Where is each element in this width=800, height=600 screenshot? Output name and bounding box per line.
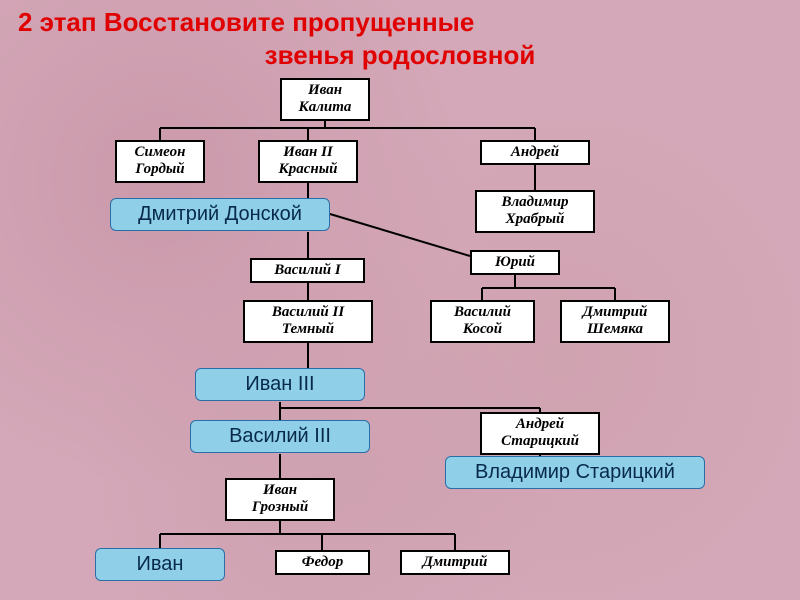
tree-node-ivan2: Иван IIКрасный xyxy=(258,140,358,183)
tree-node-vasily1: Василий I xyxy=(250,258,365,283)
tree-node-kalita: ИванКалита xyxy=(280,78,370,121)
tree-node-ivan3: Иван III xyxy=(195,368,365,401)
tree-node-ivan: Иван xyxy=(95,548,225,581)
tree-node-vladimirh: ВладимирХрабрый xyxy=(475,190,595,233)
tree-node-shemyaka: ДмитрийШемяка xyxy=(560,300,670,343)
tree-node-vasily3: Василий III xyxy=(190,420,370,453)
title-line-2: звенья родословной xyxy=(14,39,786,72)
page-title: 2 этап Восстановите пропущенные звенья р… xyxy=(0,0,800,71)
tree-node-dmitry: Дмитрий Донской xyxy=(110,198,330,231)
tree-node-yuri: Юрий xyxy=(470,250,560,275)
tree-connectors xyxy=(0,0,800,600)
tree-node-kosoy: ВасилийКосой xyxy=(430,300,535,343)
tree-node-astar: АндрейСтарицкий xyxy=(480,412,600,455)
tree-node-fedor: Федор xyxy=(275,550,370,575)
tree-node-andrei: Андрей xyxy=(480,140,590,165)
tree-node-grozny: ИванГрозный xyxy=(225,478,335,521)
tree-node-vstar: Владимир Старицкий xyxy=(445,456,705,489)
tree-node-vasily2: Василий IIТемный xyxy=(243,300,373,343)
tree-node-dmitry2: Дмитрий xyxy=(400,550,510,575)
title-line-1: 2 этап Восстановите пропущенные xyxy=(14,6,786,39)
tree-node-simson: СимеонГордый xyxy=(115,140,205,183)
